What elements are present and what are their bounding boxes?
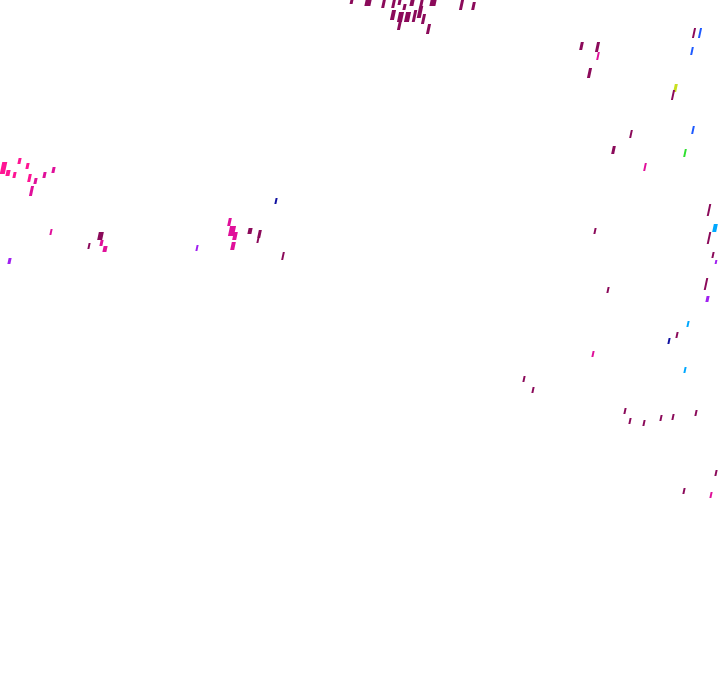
dash-mark [247,228,253,234]
dash-mark [670,90,676,100]
dash-mark [230,242,236,250]
dash-mark [97,232,104,240]
dash-mark [28,186,35,196]
dash-mark [594,42,601,52]
dash-mark [17,158,22,164]
dash-mark [690,47,694,55]
dash-mark [596,52,600,60]
dash-mark [706,204,712,216]
dash-mark [416,6,424,18]
dash-mark [683,367,687,373]
dash-mark [593,228,597,234]
dash-mark [709,492,713,498]
dash-mark [409,0,415,6]
dash-mark [27,174,32,182]
dash-mark [425,24,432,34]
dash-mark [7,258,12,264]
dash-mark [49,229,53,235]
dash-mark [42,172,47,178]
dash-mark [671,414,675,420]
dash-mark [99,240,104,246]
dash-mark [0,162,8,174]
dash-mark [579,42,584,50]
dash-mark [623,408,627,414]
dash-mark [691,126,695,134]
dash-mark [349,0,354,4]
dash-mark [396,12,405,22]
dash-mark [711,252,715,258]
dash-mark [643,163,647,171]
dash-mark [403,12,412,22]
dash-mark [397,0,402,5]
dash-mark [697,28,703,38]
dash-mark [232,232,238,240]
dash-mark [659,415,663,421]
dash-mark [714,260,718,264]
dash-mark [402,4,407,10]
dash-mark [682,488,686,494]
dash-mark [675,332,679,338]
dash-mark [411,10,418,22]
dash-mark [396,20,403,30]
dash-mark [281,252,285,260]
dash-mark [591,351,595,357]
dash-mark [642,420,646,426]
dash-mark [12,172,17,178]
dash-mark [712,224,718,232]
dash-mark [531,387,535,393]
dash-mark [586,68,593,78]
dash-mark [458,0,465,10]
dash-mark [195,245,199,251]
dash-mark [667,338,671,344]
dash-mark [703,278,709,290]
dash-mark [471,2,476,10]
dash-mark [102,246,108,252]
dash-mark [606,287,610,293]
dash-mark [5,170,11,176]
dash-mark [51,167,56,173]
dash-mark [389,10,397,20]
dash-mark [381,0,386,8]
dash-mark [25,163,30,169]
dash-mark [706,232,712,244]
dash-mark [33,178,38,184]
dash-mark [686,321,690,327]
dash-mark [256,237,260,243]
dash-mark [683,149,687,157]
dash-mark [629,130,633,138]
dash-mark [274,198,278,204]
dash-mark [419,0,424,6]
dash-mark [429,0,437,6]
dash-mark [611,146,616,154]
dash-mark [691,28,697,38]
dash-mark [714,470,718,476]
dash-mark [628,418,632,424]
dash-mark [420,14,427,24]
dash-mark [705,296,710,302]
dash-mark [257,230,262,238]
dash-mark [364,0,372,6]
dash-mark [522,376,526,382]
dash-mark [87,243,91,249]
dash-mark [227,218,232,226]
dash-mark [694,410,698,416]
dash-mark [391,0,396,8]
